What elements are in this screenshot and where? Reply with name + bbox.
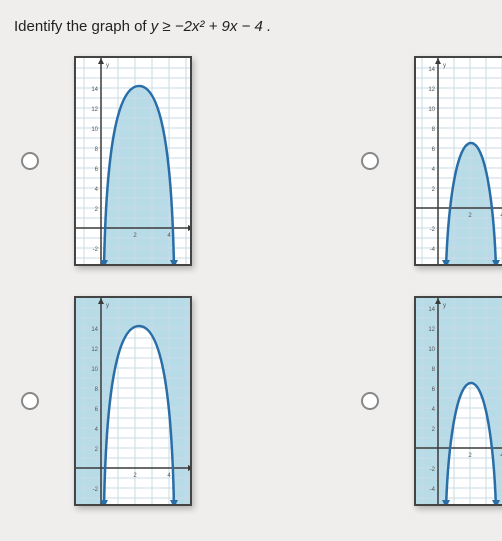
radio-cell-1	[0, 50, 60, 272]
graph-cell-4: 141210 864 2-2-4 246 y	[400, 290, 502, 512]
svg-text:14: 14	[91, 87, 98, 93]
svg-text:12: 12	[428, 87, 435, 93]
svg-text:10: 10	[91, 367, 98, 373]
svg-text:10: 10	[91, 127, 98, 133]
graph-bottom-left: 141210 864 2-2 24 y	[74, 296, 192, 506]
graph-svg-4: 141210 864 2-2-4 246 y	[416, 298, 502, 506]
svg-text:14: 14	[428, 67, 435, 73]
graph-cell-3: 141210 864 2-2 24 y	[60, 290, 206, 512]
svg-text:y: y	[106, 303, 109, 309]
option-3: 141210 864 2-2 24 y	[0, 290, 206, 512]
option-1: 141210 864 2-2 24 y	[0, 50, 206, 272]
svg-text:14: 14	[91, 327, 98, 333]
graph-top-right: 141210 864 2-2-4 246 y	[414, 56, 502, 266]
radio-button-2[interactable]	[361, 152, 379, 170]
graph-svg-1: 141210 864 2-2 24 y	[76, 58, 192, 266]
radio-button-4[interactable]	[361, 392, 379, 410]
svg-text:-4: -4	[430, 247, 436, 253]
question-text: Identify the graph of y ≥ −2x² + 9x − 4 …	[14, 18, 271, 35]
svg-text:-2: -2	[430, 467, 436, 473]
radio-cell-2	[340, 50, 400, 272]
graph-cell-2: 141210 864 2-2-4 246 y	[400, 50, 502, 272]
graph-top-left: 141210 864 2-2 24 y	[74, 56, 192, 266]
graph-svg-2: 141210 864 2-2-4 246 y	[416, 58, 502, 266]
svg-text:12: 12	[428, 327, 435, 333]
graph-cell-1: 141210 864 2-2 24 y	[60, 50, 206, 272]
svg-text:-4: -4	[430, 487, 436, 493]
radio-cell-3	[0, 290, 60, 512]
svg-text:y: y	[106, 63, 109, 69]
graph-bottom-right: 141210 864 2-2-4 246 y	[414, 296, 502, 506]
svg-text:10: 10	[428, 107, 435, 113]
svg-text:-2: -2	[93, 487, 99, 493]
svg-text:-2: -2	[430, 227, 436, 233]
question-expression: y ≥ −2x² + 9x − 4 .	[151, 18, 271, 35]
option-2: 141210 864 2-2-4 246 y	[340, 50, 502, 272]
svg-text:12: 12	[91, 347, 98, 353]
svg-text:-2: -2	[93, 247, 99, 253]
radio-button-3[interactable]	[21, 392, 39, 410]
svg-text:10: 10	[428, 347, 435, 353]
svg-text:y: y	[443, 303, 446, 309]
svg-text:14: 14	[428, 307, 435, 313]
radio-cell-4	[340, 290, 400, 512]
question-prefix: Identify the graph of	[14, 18, 151, 35]
svg-text:12: 12	[91, 107, 98, 113]
graph-svg-3: 141210 864 2-2 24 y	[76, 298, 192, 506]
option-4: 141210 864 2-2-4 246 y	[340, 290, 502, 512]
svg-text:y: y	[443, 63, 446, 69]
radio-button-1[interactable]	[21, 152, 39, 170]
